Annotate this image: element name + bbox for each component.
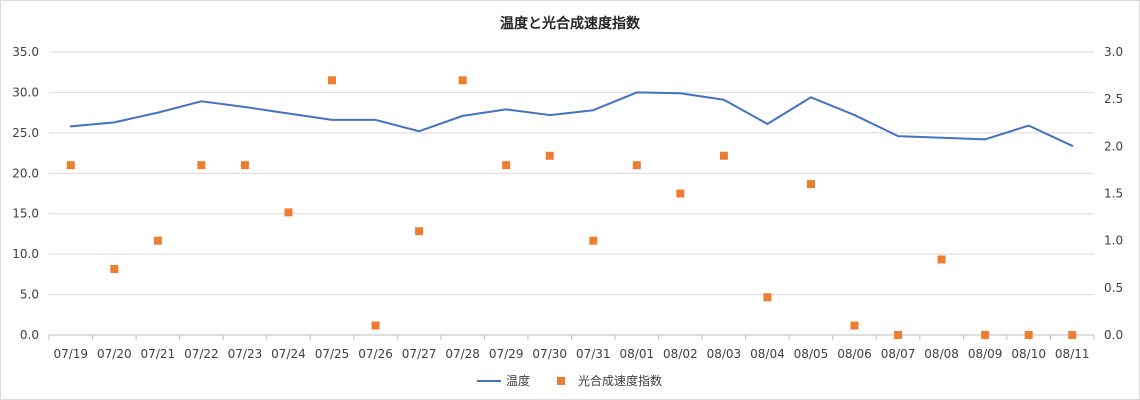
x-axis-tick-label: 07/25 (315, 347, 350, 361)
left-axis-tick-label: 15.0 (12, 207, 39, 221)
series-point-photosynthesis (66, 161, 75, 170)
series-point-photosynthesis (719, 151, 728, 160)
right-axis-tick-label: 1.5 (1104, 187, 1123, 201)
x-axis-tick-label: 07/20 (97, 347, 132, 361)
legend-swatch-photosynthesis (557, 377, 565, 385)
series-point-photosynthesis (850, 321, 859, 330)
x-axis-tick-label: 08/02 (663, 347, 698, 361)
x-axis-tick-label: 08/03 (707, 347, 742, 361)
series-point-photosynthesis (458, 76, 467, 85)
left-axis-tick-label: 30.0 (12, 85, 39, 99)
x-axis-tick-label: 07/23 (228, 347, 263, 361)
series-point-photosynthesis (153, 236, 162, 245)
left-axis-tick-label: 35.0 (12, 45, 39, 59)
series-point-photosynthesis (763, 293, 772, 302)
left-axis-tick-label: 10.0 (12, 247, 39, 261)
series-point-photosynthesis (937, 255, 946, 264)
x-axis-tick-label: 07/24 (271, 347, 306, 361)
x-axis-tick-label: 08/08 (924, 347, 959, 361)
series-point-photosynthesis (502, 161, 511, 170)
series-point-photosynthesis (981, 331, 990, 339)
series-point-photosynthesis (632, 161, 641, 170)
series-point-photosynthesis (545, 151, 554, 160)
series-point-photosynthesis (1024, 331, 1033, 339)
left-axis-tick-label: 5.0 (20, 288, 39, 302)
left-axis-tick-label: 0.0 (20, 328, 39, 342)
chart-legend: 温度 光合成速度指数 (477, 373, 662, 388)
x-axis-tick-label: 08/04 (750, 347, 785, 361)
x-axis-tick-label: 07/22 (184, 347, 219, 361)
series-point-photosynthesis (197, 161, 206, 170)
legend-label-temperature: 温度 (506, 373, 530, 388)
right-axis-tick-label: 3.0 (1104, 45, 1123, 59)
right-axis-tick-label: 0.5 (1104, 281, 1123, 295)
series-line-temperature (69, 91, 1074, 147)
right-axis-tick-label: 1.0 (1104, 234, 1123, 248)
x-axis-tick-label: 07/30 (532, 347, 567, 361)
series-point-photosynthesis (676, 189, 685, 198)
series-point-photosynthesis (415, 227, 424, 236)
series-point-photosynthesis (284, 208, 293, 217)
x-axis-tick-label: 07/29 (489, 347, 524, 361)
x-axis-tick-label: 08/09 (968, 347, 1003, 361)
x-axis-tick-label: 07/21 (141, 347, 176, 361)
x-axis-tick-label: 08/07 (881, 347, 916, 361)
x-axis-tick-label: 07/27 (402, 347, 437, 361)
chart-title: 温度と光合成速度指数 (500, 15, 641, 32)
x-axis-tick-label: 07/28 (445, 347, 480, 361)
series-point-photosynthesis (328, 76, 337, 85)
gridlines (49, 51, 1094, 336)
plot-area (66, 76, 1077, 339)
right-axis-tick-label: 2.0 (1104, 139, 1123, 153)
series-point-photosynthesis (894, 331, 903, 339)
x-axis-tick-label: 08/10 (1011, 347, 1046, 361)
x-axis-tick-label: 08/06 (837, 347, 872, 361)
x-axis-tick-label: 07/19 (53, 347, 88, 361)
x-axis-tick-label: 08/11 (1055, 347, 1090, 361)
series-point-photosynthesis (589, 236, 598, 245)
series-point-photosynthesis (110, 264, 119, 273)
left-axis-tick-label: 20.0 (12, 166, 39, 180)
legend-label-photosynthesis: 光合成速度指数 (578, 373, 662, 388)
x-axis-tick-label: 07/26 (358, 347, 393, 361)
series-point-photosynthesis (806, 180, 815, 189)
left-axis: 0.0 5.0 10.0 15.0 20.0 25.0 30.0 35.0 (12, 45, 39, 342)
series-point-photosynthesis (1068, 331, 1077, 339)
x-axis-tick-label: 07/31 (576, 347, 611, 361)
left-axis-tick-label: 25.0 (12, 126, 39, 140)
x-axis-tick-label: 08/01 (620, 347, 655, 361)
right-axis: 0.0 0.5 1.0 1.5 2.0 2.5 3.0 (1104, 45, 1123, 342)
series-point-photosynthesis (240, 161, 249, 170)
x-axis: 07/19 07/20 07/21 07/22 07/23 07/24 07/25 07/26… (48, 334, 1095, 361)
series-point-photosynthesis (371, 321, 380, 330)
right-axis-tick-label: 0.0 (1104, 328, 1123, 342)
right-axis-tick-label: 2.5 (1104, 92, 1123, 106)
x-axis-tick-label: 08/05 (794, 347, 829, 361)
